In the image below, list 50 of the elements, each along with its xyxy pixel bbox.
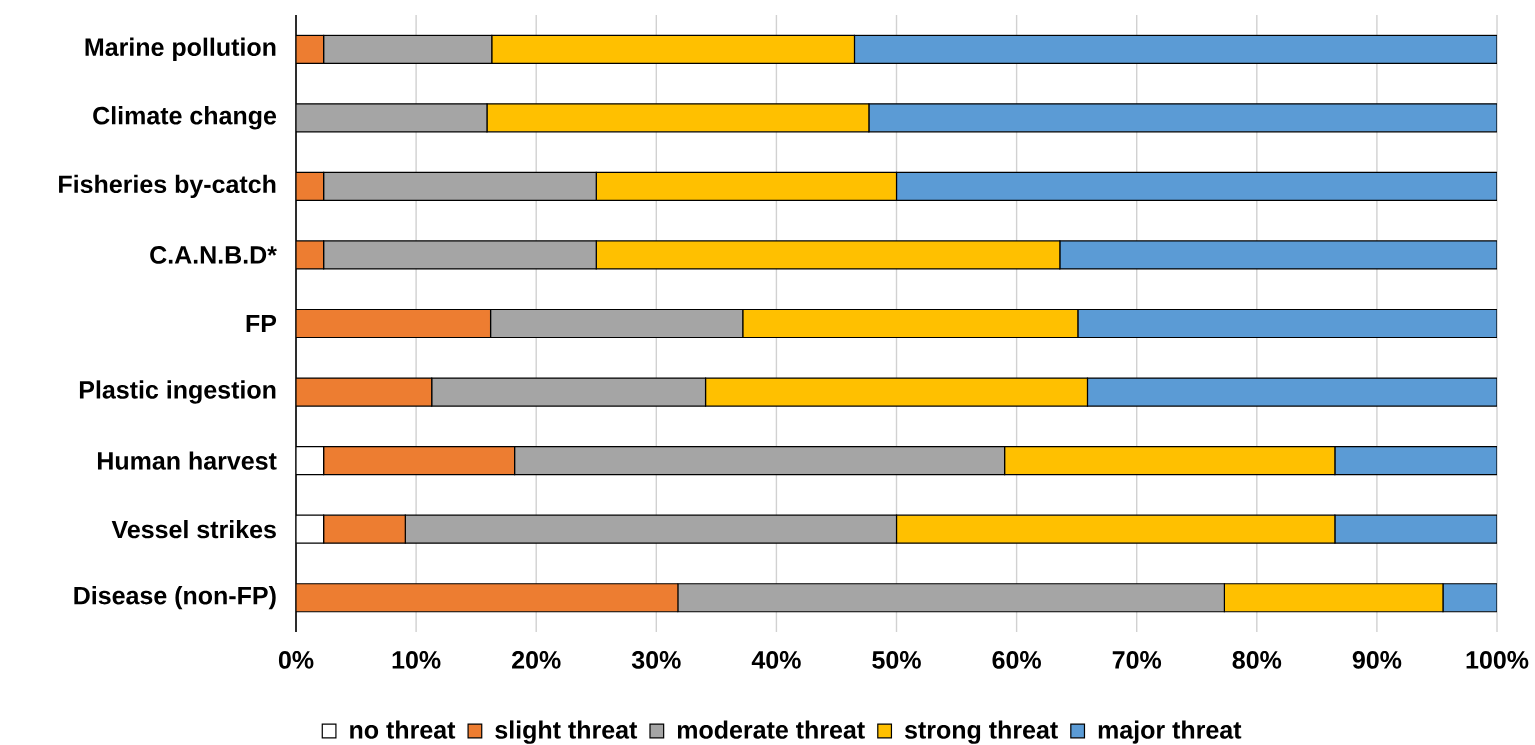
legend-label: no threat [350, 720, 456, 739]
bar [323, 34, 493, 64]
x-tick-label: 10% [392, 651, 441, 669]
bar [296, 171, 325, 201]
legend-label: strong threat [904, 720, 1058, 744]
bar [296, 308, 492, 339]
legend-label: slight threat [495, 720, 638, 744]
y-tick-label: Climate change [93, 106, 277, 130]
x-tick-label: 40% [751, 651, 801, 669]
y-tick-label: Marine pollution [85, 37, 276, 61]
x-tick-label: 90% [1352, 651, 1402, 669]
y-tick-label: Human harvest [97, 451, 277, 470]
bar [296, 377, 433, 407]
x-tick-label: 100% [1466, 651, 1529, 669]
legend-label: moderate threat [677, 720, 865, 739]
bar [1059, 240, 1498, 270]
bar [1334, 446, 1498, 476]
y-tick-label: Plastic ingestion [79, 380, 276, 404]
x-tick-label: 0% [278, 651, 314, 669]
x-tick-label: 80% [1232, 651, 1282, 669]
legend-label: major threat [1098, 720, 1242, 744]
bar [513, 446, 1006, 476]
bar [1086, 377, 1498, 407]
bar [323, 240, 597, 270]
bar [853, 34, 1498, 64]
bar [431, 377, 707, 407]
bar [895, 171, 1498, 201]
x-tick-label: 70% [1112, 651, 1162, 669]
x-tick-label: 50% [872, 651, 921, 669]
bar [323, 446, 516, 476]
bar [296, 34, 325, 64]
bar [296, 583, 679, 613]
bar [1334, 514, 1498, 544]
y-tick-label: FP [246, 314, 277, 333]
bar [868, 103, 1498, 133]
y-tick-label: Fisheries by-catch [59, 174, 276, 199]
bar [489, 308, 744, 339]
y-tick-label: C.A.N.B.D* [150, 246, 277, 264]
x-tick-label: 20% [512, 651, 561, 669]
bar [323, 171, 597, 201]
bar [1442, 583, 1498, 613]
y-tick-label: Vessel strikes [111, 519, 276, 539]
y-tick-label: Disease (non-FP) [74, 586, 276, 610]
bar [677, 583, 1225, 613]
x-tick-label: 30% [631, 651, 681, 669]
bar [323, 514, 406, 544]
bar [404, 514, 898, 544]
bar [1077, 308, 1498, 339]
x-tick-label: 60% [992, 651, 1041, 669]
bar [296, 103, 488, 133]
